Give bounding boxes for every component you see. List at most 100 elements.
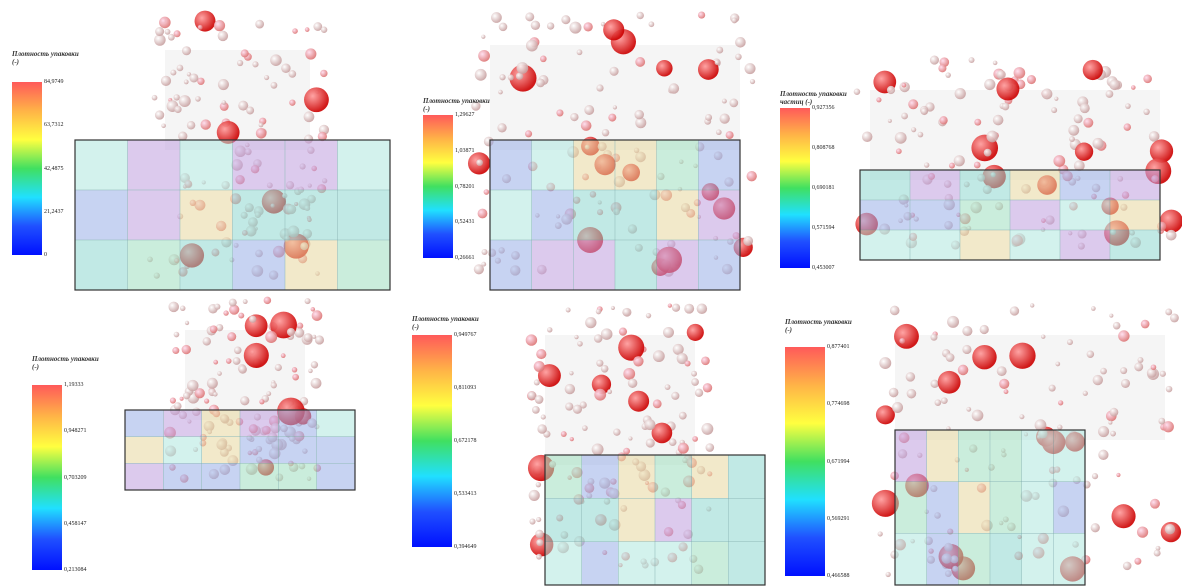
particle [534, 361, 545, 372]
mesh-cell [990, 482, 1022, 534]
particle [271, 82, 278, 89]
particle [569, 371, 573, 375]
particle [1166, 230, 1177, 241]
legend-title: Плотность упаковки частиц (-) [780, 90, 850, 106]
particle [577, 341, 583, 347]
particle [161, 123, 166, 128]
mesh-cell [338, 140, 391, 190]
particle [623, 308, 632, 317]
particle [165, 29, 171, 35]
particle [321, 27, 327, 33]
particle [1138, 357, 1144, 363]
mesh-cell [582, 542, 619, 585]
particle [1098, 450, 1108, 460]
particle [896, 148, 902, 154]
particle [911, 127, 916, 132]
mesh-cell [532, 190, 574, 240]
particle [311, 307, 316, 312]
particle [204, 398, 209, 403]
particle [601, 365, 609, 373]
particle [1158, 418, 1165, 425]
particle [561, 431, 567, 437]
particle [974, 119, 981, 126]
particle [245, 314, 268, 337]
mesh-cell [860, 200, 910, 230]
particle [1160, 371, 1166, 377]
particle [984, 79, 995, 90]
particle [1057, 425, 1062, 430]
tick-label: 0,466588 [827, 573, 850, 579]
particle [174, 332, 180, 338]
particle [1087, 351, 1095, 359]
color-bar [423, 115, 453, 258]
mesh-cell [618, 455, 655, 498]
mesh-cell [545, 542, 582, 585]
particle [993, 115, 1004, 126]
particle [256, 128, 267, 139]
particle [187, 380, 198, 391]
particle [525, 12, 534, 21]
particle [246, 107, 254, 115]
particle [633, 356, 643, 366]
particle [697, 304, 708, 315]
particle [684, 304, 694, 314]
particle [1109, 314, 1113, 318]
particle [720, 113, 730, 123]
particle [526, 334, 537, 345]
particle [304, 333, 313, 342]
particle [570, 113, 578, 121]
particle [996, 78, 1019, 101]
particle [536, 482, 541, 487]
particle [536, 554, 542, 560]
particle [892, 402, 903, 413]
particle [596, 309, 602, 315]
particle [185, 321, 189, 325]
particle [155, 110, 164, 119]
particle [886, 572, 891, 577]
particle [566, 308, 571, 313]
particle [945, 72, 950, 77]
mesh-cell [233, 190, 286, 240]
particle [308, 369, 313, 374]
particle [698, 11, 705, 18]
mesh-cell [655, 498, 692, 541]
mesh-cell [618, 542, 655, 585]
particle [249, 316, 256, 323]
particle [955, 88, 966, 99]
tick-label: 0,26661 [455, 255, 475, 261]
particle [1110, 408, 1119, 417]
particle [906, 372, 915, 381]
particle [161, 76, 171, 86]
tick-label: 0,453007 [812, 265, 835, 271]
particle [1067, 339, 1073, 345]
mesh-cell [895, 533, 927, 585]
particle [1118, 330, 1129, 341]
particle [1154, 550, 1161, 557]
mesh-cell [125, 437, 163, 464]
tick-label: 0,877401 [827, 344, 850, 350]
particle [750, 79, 755, 84]
particle [305, 48, 316, 59]
particle [980, 325, 989, 334]
particle [264, 297, 272, 305]
particle [214, 20, 225, 31]
mesh-cell [655, 455, 692, 498]
particle [556, 109, 563, 116]
particle [159, 17, 171, 29]
mesh-cell [582, 498, 619, 541]
particle [962, 326, 972, 336]
particle [1109, 79, 1120, 90]
particle [259, 399, 264, 404]
particle [484, 189, 490, 195]
particle [1170, 313, 1179, 322]
particle [570, 437, 574, 441]
mesh-cell [958, 533, 990, 585]
particle [685, 361, 691, 367]
particle [214, 304, 220, 310]
particle [525, 130, 532, 137]
particle [1143, 75, 1152, 84]
particle [1124, 123, 1131, 130]
tick-label: 0,533413 [454, 491, 477, 497]
particle [947, 316, 959, 328]
particle [695, 389, 703, 397]
